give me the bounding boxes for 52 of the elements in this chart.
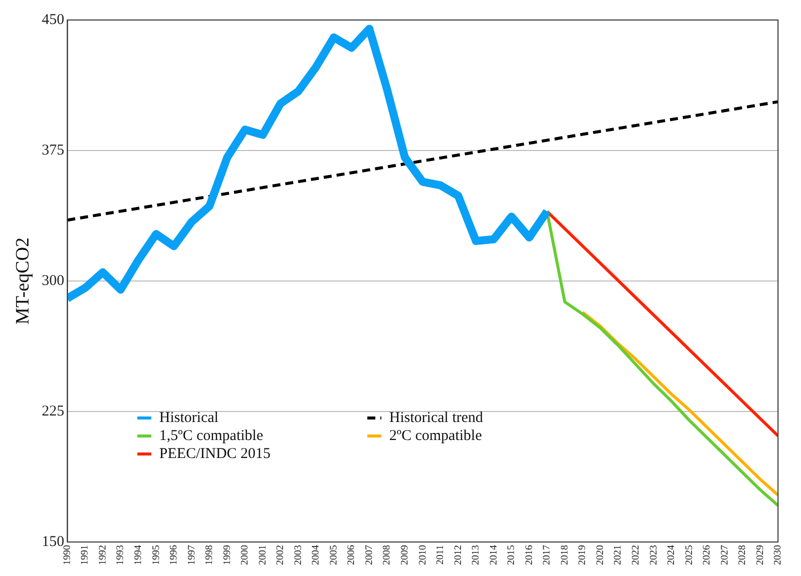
- legend-label: Historical: [159, 410, 218, 426]
- x-tick-label: 1996: [168, 545, 180, 565]
- x-tick-label: 1994: [132, 545, 144, 565]
- x-tick-label: 1998: [204, 545, 216, 565]
- x-tick-label: 1991: [80, 545, 91, 565]
- x-tick-label: 2002: [275, 545, 286, 565]
- x-tick-label: 2001: [257, 545, 268, 565]
- x-tick-label: 2004: [310, 545, 322, 565]
- x-tick-label: 2011: [435, 545, 446, 565]
- x-tick-label: 2021: [612, 545, 624, 565]
- x-tick-label: 1997: [186, 545, 198, 565]
- x-tick-label: 2015: [506, 545, 518, 565]
- x-tick-label: 2014: [488, 545, 500, 565]
- x-tick-label: 2017: [542, 545, 553, 565]
- x-tick-label: 2012: [452, 545, 464, 565]
- legend-label: 2ºC compatible: [389, 428, 482, 444]
- x-tick-label: 2003: [292, 545, 304, 565]
- x-tick-label: 2007: [364, 545, 375, 565]
- y-tick-label: 450: [42, 12, 64, 28]
- x-tick-label: 2026: [702, 545, 713, 565]
- x-tick-label: 2006: [346, 545, 358, 565]
- x-tick-label: 2020: [594, 545, 606, 565]
- legend-label: 1,5ºC compatible: [159, 428, 264, 444]
- x-tick-label: 1993: [115, 545, 126, 565]
- y-tick-label: 375: [42, 142, 64, 158]
- y-tick-label: 150: [42, 534, 64, 550]
- x-tick-label: 2025: [684, 545, 695, 565]
- x-tick-label: 2000: [240, 545, 251, 565]
- x-tick-label: 2029: [754, 545, 766, 565]
- x-tick-label: 2022: [630, 545, 642, 565]
- x-tick-label: 1990: [62, 545, 73, 565]
- y-axis-title: MT-eqCO2: [12, 238, 34, 324]
- y-tick-label: 225: [42, 403, 64, 420]
- x-tick-label: 2018: [559, 545, 570, 565]
- x-tick-label: 2005: [328, 545, 340, 565]
- legend-label: PEEC/INDC 2015: [159, 446, 271, 462]
- x-tick-label: 2024: [666, 545, 678, 565]
- x-tick-label: 2019: [577, 545, 588, 565]
- x-tick-label: 2028: [737, 545, 748, 565]
- y-tick-label: 300: [42, 272, 64, 289]
- x-tick-label: 2008: [382, 545, 393, 565]
- x-tick-label: 2030: [772, 545, 784, 565]
- x-tick-label: 1992: [97, 545, 108, 565]
- x-tick-label: 2013: [470, 545, 482, 565]
- x-tick-label: 2027: [719, 545, 730, 565]
- x-tick-label: 1999: [222, 545, 233, 565]
- x-tick-label: 2010: [417, 545, 428, 565]
- x-tick-label: 1995: [150, 545, 162, 565]
- x-tick-label: 2016: [524, 545, 535, 565]
- x-tick-label: 2009: [400, 545, 411, 565]
- x-tick-label: 2023: [648, 545, 660, 565]
- legend-label: Historical trend: [389, 410, 484, 426]
